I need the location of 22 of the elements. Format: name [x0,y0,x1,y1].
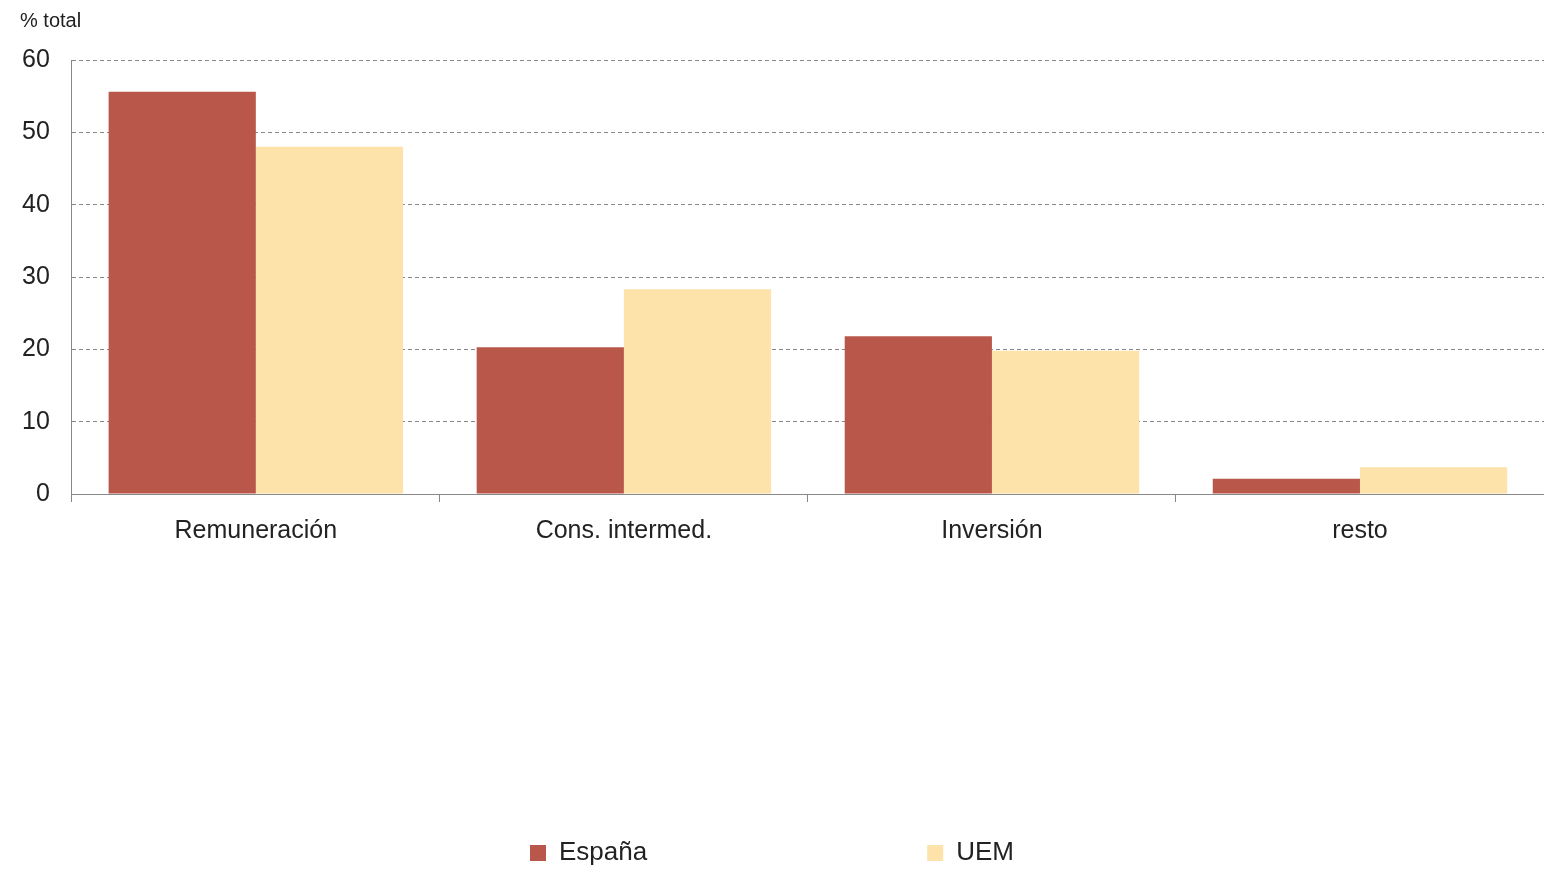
y-tick-label: 20 [22,333,50,362]
x-tick-label: Cons. intermed. [535,514,713,543]
y-tick-label: 0 [35,477,50,506]
y-tick-label: 30 [22,260,50,289]
y-tick-label: 50 [22,116,50,145]
bar [1212,478,1360,494]
legend-label: España [559,836,648,867]
y-axis-title: % total [20,8,82,31]
x-tick-label: resto [1332,514,1388,543]
bar [108,91,256,494]
bar [476,347,624,494]
y-tick-label: 10 [22,405,50,434]
bar [991,350,1140,494]
y-tick-label: 40 [22,188,50,217]
x-tick-label: Remuneración [174,514,338,543]
bar [844,336,992,494]
bar [623,289,772,494]
legend-label: UEM [956,836,1014,867]
bar [255,146,404,494]
x-tick-label: Inversión [941,514,1043,543]
bar [1359,467,1508,494]
y-tick-label: 60 [22,43,50,72]
